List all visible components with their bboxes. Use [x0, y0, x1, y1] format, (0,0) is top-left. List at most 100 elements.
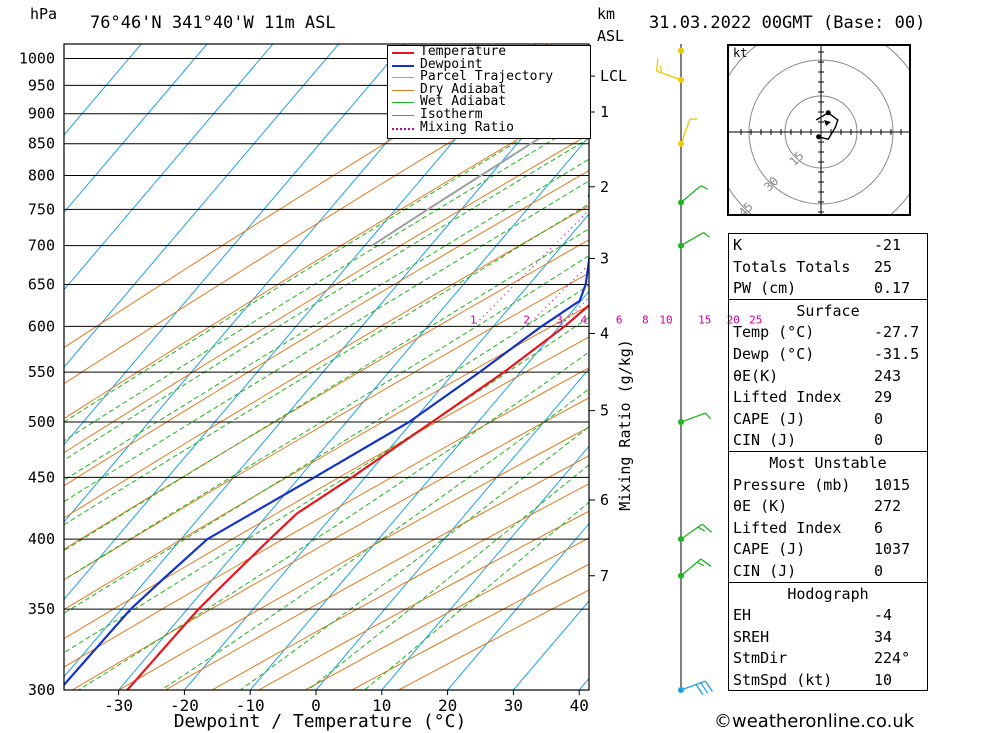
wind-barb-flag: [697, 526, 706, 532]
isotherm-line: [64, 44, 274, 291]
hodograph-panel: 15 30 45 kt: [712, 23, 930, 241]
km-tick-label: 1: [600, 103, 609, 121]
wet-adiabat-line: [64, 228, 589, 552]
dry-adiabat-line: [64, 367, 589, 668]
km-unit-label: km: [597, 5, 616, 23]
wind-barb: [680, 185, 702, 203]
surface-dewp-row: Dewp (°C) -31.5: [733, 344, 920, 363]
wind-barb-flag: [704, 680, 713, 692]
pressure-tick-label: 400: [28, 530, 55, 548]
pressure-tick-label: 700: [28, 237, 55, 255]
x-tick-label: 40: [570, 696, 589, 715]
x-tick-label: 10: [372, 696, 391, 715]
dry-adiabat-line: [64, 170, 589, 487]
mu-theta-row: θE (K) 272: [733, 497, 902, 516]
pressure-tick-label: 500: [28, 413, 55, 431]
legend-swatch: [392, 114, 414, 116]
surface-temp-row: Temp (°C) -27.7: [733, 323, 920, 342]
km-tick-label: 4: [600, 324, 609, 342]
legend-label: Dry Adiabat: [420, 81, 507, 97]
mixing-ratio-label: 15: [698, 313, 711, 326]
most-unstable-title: Most Unstable: [769, 453, 887, 472]
pressure-tick-label: 600: [28, 317, 55, 335]
wind-barb: [680, 412, 706, 423]
mu-pressure-row: Pressure (mb) 1015: [733, 475, 911, 494]
dry-adiabat-line: [257, 510, 589, 690]
legend-label: Isotherm: [420, 106, 483, 122]
pressure-tick-label: 1000: [19, 49, 55, 67]
surface-cin-row: CIN (J) 0: [733, 431, 884, 450]
km-tick-label: 7: [600, 567, 609, 585]
x-axis-label: Dewpoint / Temperature (°C): [174, 711, 467, 732]
mixing-ratio-label: 6: [616, 313, 623, 326]
dry-adiabat-line: [64, 205, 589, 519]
wind-barb: [680, 523, 703, 540]
stmdir-row: StmDir 224°: [733, 649, 911, 668]
wet-adiabat-line: [307, 464, 589, 690]
mu-cape-row: CAPE (J) 1037: [733, 540, 911, 559]
mu-li-row: Lifted Index 6: [733, 518, 884, 537]
pressure-tick-label: 950: [28, 76, 55, 94]
hodograph-ring: [712, 23, 930, 241]
copyright-link[interactable]: ©weatheronline.co.uk: [714, 711, 915, 732]
dry-adiabat-line: [64, 304, 589, 611]
wind-barb-flag: [703, 232, 711, 238]
legend-entry: Dry Adiabat: [388, 81, 590, 97]
mixing-ratio-label: 1: [470, 313, 477, 326]
km-tick-label: 3: [600, 249, 609, 267]
isotherm-line: [64, 44, 471, 523]
isotherm-line: [447, 522, 589, 690]
wind-barb-flag: [700, 185, 709, 190]
wind-level-dot: [678, 47, 684, 54]
isotherm-line: [184, 213, 589, 690]
wind-barb-flag: [695, 684, 704, 696]
wet-adiabat-line: [64, 254, 589, 581]
isotherm-line: [315, 368, 589, 690]
x-tick-label: 0: [311, 696, 321, 715]
isotherm-line: [64, 58, 589, 678]
isotherm-line: [64, 44, 405, 446]
legend-entry: Dewpoint: [388, 58, 590, 72]
location-title: 76°46'N 341°40'W 11m ASL: [90, 13, 336, 33]
surface-title: Surface: [796, 301, 860, 320]
indices-table: K -21 Totals Totals 25 PW (cm) 0.17 Surface…: [728, 233, 928, 692]
pressure-tick-label: 750: [28, 200, 55, 218]
km-tick-label: 2: [600, 178, 609, 196]
mixing-ratio-label: 2: [523, 313, 530, 326]
pressure-tick-label: 800: [28, 167, 55, 185]
wind-barb-flag: [700, 682, 709, 694]
hodograph-point: [825, 110, 831, 116]
km-tick-label: 5: [600, 402, 609, 420]
pressure-tick-label: 650: [28, 275, 55, 293]
wind-barb: [680, 680, 706, 691]
wet-adiabat-line: [64, 117, 589, 442]
wind-barb: [680, 119, 691, 144]
surface-cape-row: CAPE (J) 0: [733, 409, 884, 428]
legend-label: Wet Adiabat: [420, 94, 507, 110]
legend-entry: Mixing Ratio: [388, 121, 590, 135]
hodograph-point: [816, 134, 822, 140]
mixing-ratio-label: 10: [659, 313, 672, 326]
legend-swatch: [392, 52, 414, 54]
pressure-tick-label: 450: [28, 468, 55, 486]
mixing-ratio-axis-label: Mixing Ratio (g/kg): [616, 339, 634, 511]
legend-swatch: [392, 102, 414, 104]
wind-barb-flag: [696, 561, 705, 567]
wind-barb-flag: [655, 58, 659, 72]
x-tick-label: -20: [170, 696, 199, 715]
legend-entry: Parcel Trajectory: [388, 70, 590, 84]
dry-adiabat-line: [211, 483, 589, 690]
hodograph-stats-title: Hodograph: [787, 584, 869, 603]
legend-entry: Isotherm: [388, 106, 590, 122]
mixing-ratio-label: 4: [581, 313, 588, 326]
dry-adiabat-line: [64, 96, 589, 420]
parcel-trajectory: [371, 105, 589, 247]
isotherm-line: [249, 290, 589, 690]
legend-swatch: [392, 77, 414, 79]
pw-row: PW (cm) 0.17: [733, 279, 911, 298]
legend-entry: Wet Adiabat: [388, 96, 590, 109]
k-index-row: K -21: [733, 236, 902, 254]
wind-barb: [680, 558, 702, 577]
eh-row: EH -4: [733, 606, 893, 625]
km-tick-label: LCL: [600, 67, 627, 85]
